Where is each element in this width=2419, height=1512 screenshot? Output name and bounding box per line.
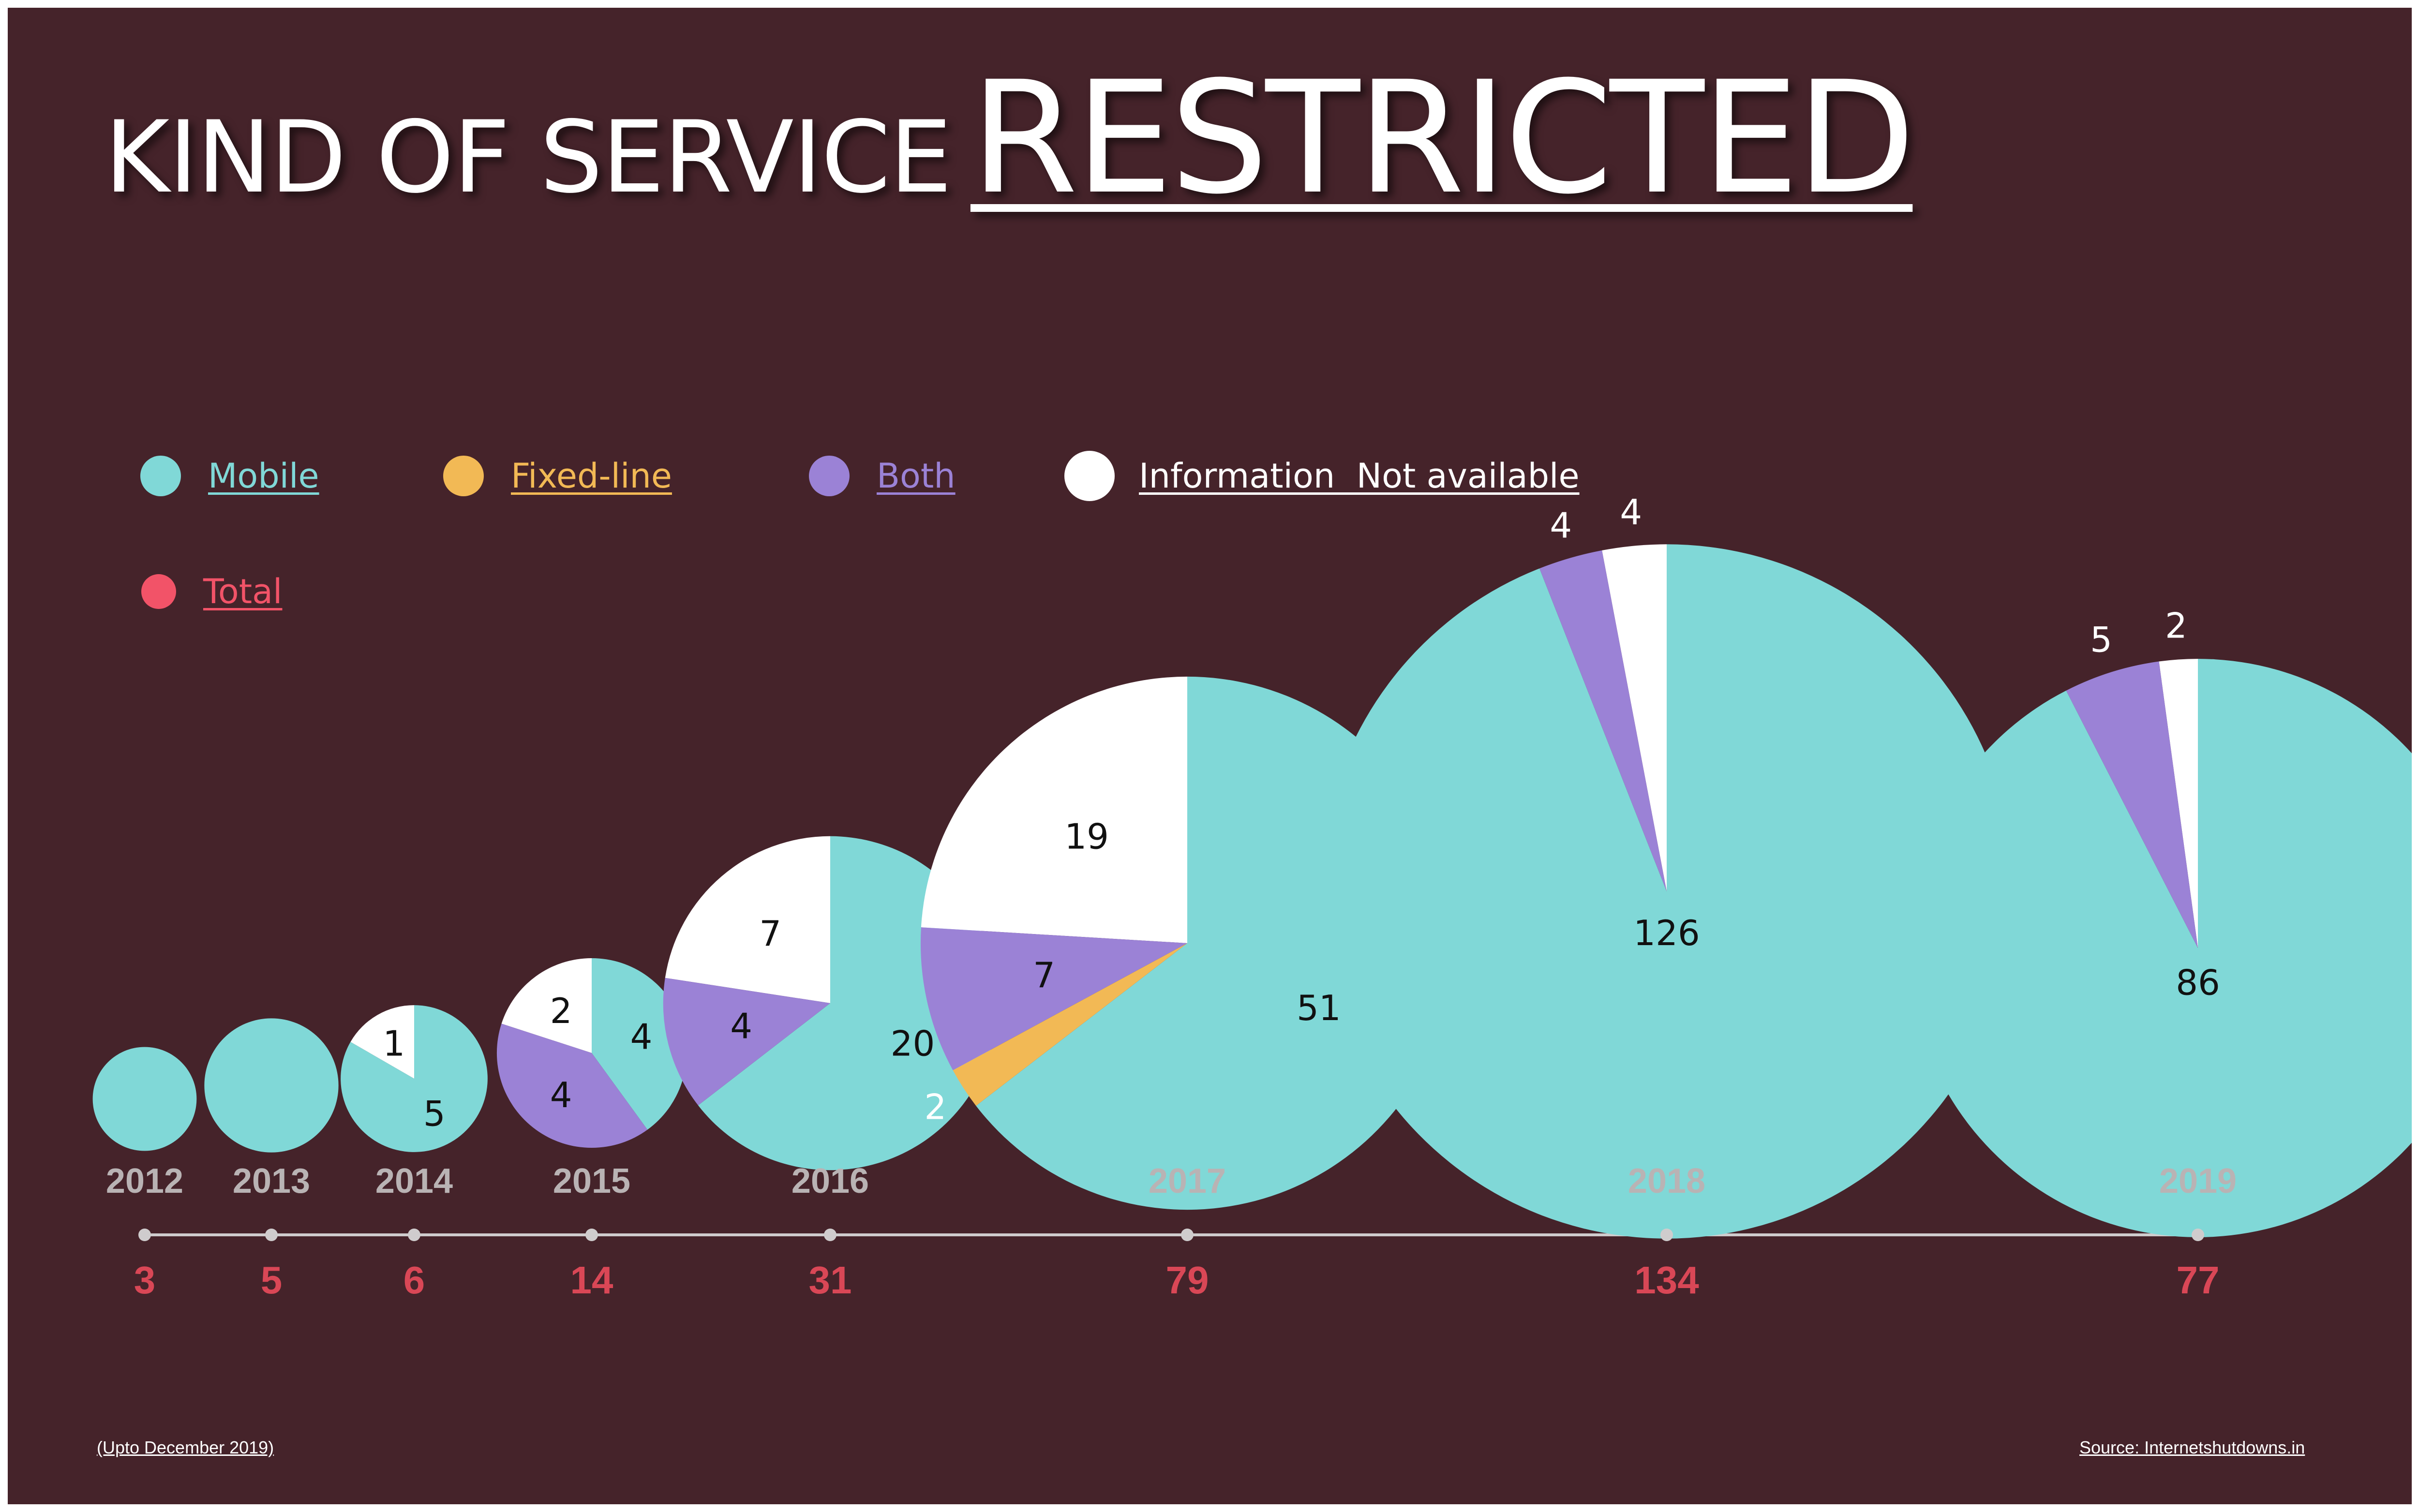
total-dot-icon (141, 574, 176, 609)
total-label: 14 (570, 1259, 613, 1302)
year-label: 2012 (106, 1162, 183, 1201)
slice-value-label: 7 (1033, 955, 1055, 995)
date-footnote: (Upto December 2019) (97, 1438, 274, 1457)
slice-mobile (204, 1018, 339, 1153)
page-title: KIND OF SERVICE RESTRICTED (105, 61, 1915, 216)
slice-not-available (501, 958, 592, 1053)
slice-value-label: 4 (550, 1075, 572, 1115)
slice-not-available (921, 676, 1187, 943)
year-label: 2014 (375, 1162, 453, 1201)
total-label: 6 (403, 1259, 425, 1302)
slice-both (2066, 661, 2198, 948)
slice-not-available (1602, 544, 1667, 891)
title-emphasis: RESTRICTED (970, 48, 1915, 228)
fixed-line-dot-icon (443, 456, 484, 496)
slice-value-label: 4 (730, 1006, 752, 1047)
slice-value-label: 5 (2090, 620, 2112, 660)
slice-value-label: 1 (383, 1023, 405, 1064)
legend-item-fixed-line: Fixed-line (443, 456, 672, 496)
slice-value-label: 4 (630, 1017, 653, 1057)
timeline-dot (1181, 1229, 1194, 1241)
slice-mobile (92, 1047, 197, 1151)
year-label: 2018 (1628, 1162, 1705, 1201)
legend-label-total: Total (203, 572, 283, 611)
legend-label-mobile: Mobile (208, 456, 319, 496)
slice-value-label: 4 (1550, 505, 1572, 546)
both-dot-icon (809, 456, 850, 496)
slice-both (920, 927, 1187, 1070)
total-label: 79 (1166, 1259, 1209, 1302)
timeline-dot (1660, 1229, 1673, 1241)
total-label: 134 (1634, 1259, 1699, 1302)
timeline-dot (265, 1229, 278, 1241)
slice-mobile (592, 958, 687, 1130)
total-label: 77 (2177, 1259, 2220, 1302)
pie-2019: 86 2 5 (1909, 606, 2412, 1237)
legend-item-total: Total (141, 572, 282, 611)
year-label: 2015 (553, 1162, 630, 1201)
pie-2013 (204, 1018, 339, 1153)
slice-value-label: 5 (423, 1093, 446, 1134)
not-available-dot-icon (1064, 451, 1115, 501)
timeline-dot (408, 1229, 420, 1241)
legend-label-fixed-line: Fixed-line (511, 456, 672, 496)
slice-value-label: 7 (759, 913, 781, 954)
timeline-dot (138, 1229, 151, 1241)
year-label: 2013 (233, 1162, 310, 1201)
slice-value-label: 86 (2176, 963, 2220, 1003)
timeline-dot (824, 1229, 836, 1241)
legend-item-mobile: Mobile (140, 456, 319, 496)
slice-value-label: 2 (550, 991, 572, 1031)
slice-value-label: 4 (1620, 492, 1642, 533)
legend-label-both: Both (877, 456, 956, 496)
slice-value-label: 20 (891, 1023, 935, 1064)
slice-not-available (350, 1005, 414, 1079)
slice-both (663, 978, 830, 1106)
infographic-canvas: KIND OF SERVICE RESTRICTED Mobile Fixed-l… (8, 8, 2412, 1504)
timeline-dot (585, 1229, 598, 1241)
slice-value-label: 2 (924, 1087, 946, 1127)
slice-fixed-line (953, 943, 1187, 1106)
slice-not-available (665, 836, 830, 1003)
slice-not-available (2159, 659, 2198, 948)
pie-2015: 4 2 4 (496, 958, 687, 1148)
year-label: 2019 (2159, 1162, 2237, 1201)
slice-both (1539, 550, 1667, 891)
year-label: 2016 (791, 1162, 869, 1201)
slice-value-label: 126 (1633, 913, 1700, 953)
slice-value-label: 2 (2165, 606, 2187, 646)
year-label: 2017 (1149, 1162, 1226, 1201)
pie-2012 (92, 1047, 197, 1151)
slice-value-label: 51 (1297, 988, 1341, 1028)
pie-2014: 51 (341, 1005, 488, 1152)
source-footnote: Source: Internetshutdowns.in (2079, 1438, 2305, 1457)
title-main: KIND OF SERVICE (105, 100, 952, 215)
timeline-dot (2192, 1229, 2204, 1241)
pie-chart-area: 2012320135512014642420151420742016315119… (92, 492, 2412, 1302)
total-label: 5 (261, 1259, 283, 1302)
slice-both (496, 1023, 648, 1148)
total-label: 3 (134, 1259, 156, 1302)
mobile-dot-icon (140, 456, 181, 496)
total-label: 31 (809, 1259, 852, 1302)
slice-value-label: 19 (1064, 816, 1109, 857)
slice-mobile (341, 1005, 488, 1152)
legend-label-not-available: Information Not available (1139, 456, 1580, 496)
slice-mobile (1909, 659, 2412, 1237)
pie-2018: 126 4 4 (1319, 492, 2014, 1239)
legend-item-both: Both (809, 456, 956, 496)
legend-item-not-available: Information Not available (1064, 451, 1580, 501)
